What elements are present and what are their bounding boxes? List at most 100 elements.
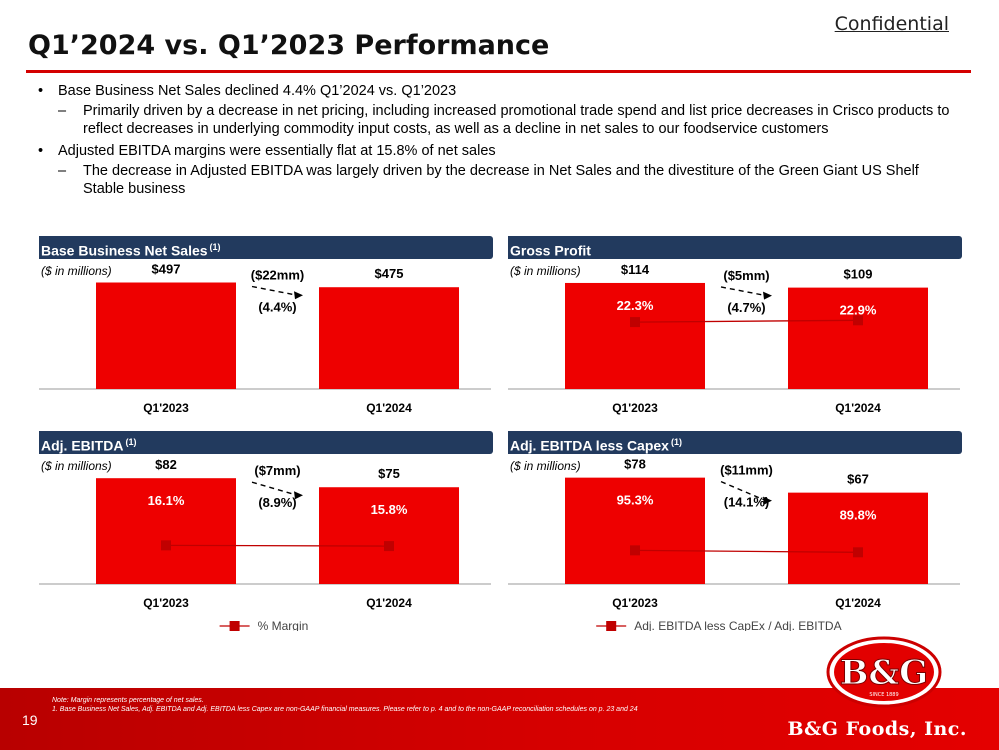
change-pct-label: (4.4%) xyxy=(258,300,296,315)
bullet-list: Base Business Net Sales declined 4.4% Q1… xyxy=(38,82,963,202)
title-rule xyxy=(26,70,971,73)
bullet-ebitda: Adjusted EBITDA margins were essentially… xyxy=(38,142,963,160)
bar-value-label: $67 xyxy=(847,472,869,487)
panel-adj-ebitda: Adj. EBITDA (1) ($ in millions) $82 Q1'202… xyxy=(39,431,499,631)
change-arrow-line xyxy=(251,285,298,296)
margin-point xyxy=(853,547,863,558)
x-tick-label: Q1'2024 xyxy=(835,401,881,415)
margin-series-line xyxy=(165,544,390,547)
margin-value-label: 15.8% xyxy=(371,502,408,517)
change-arrow-line xyxy=(720,480,767,502)
bar-value-label: $82 xyxy=(155,457,177,472)
page-title: Q1’2024 vs. Q1’2023 Performance xyxy=(28,30,550,61)
panel-header-adj-ebitda-less-capex: Adj. EBITDA less Capex (1) xyxy=(508,431,962,454)
bar-q12023 xyxy=(96,282,236,389)
change-pct-label: (8.9%) xyxy=(258,495,296,510)
bar-value-label: $78 xyxy=(624,457,646,472)
change-arrow-head xyxy=(294,491,303,500)
sub-bullet-ebitda: The decrease in Adjusted EBITDA was larg… xyxy=(38,162,963,198)
bar-q12023 xyxy=(565,477,705,584)
margin-point xyxy=(384,541,394,552)
legend-marker xyxy=(229,621,240,631)
panel-footnote-ref: (1) xyxy=(209,242,221,252)
change-arrow-line xyxy=(720,286,767,297)
legend-marker xyxy=(606,621,617,631)
panel-header-adj-ebitda: Adj. EBITDA (1) xyxy=(39,431,493,454)
logo-since: SINCE 1889 xyxy=(869,692,898,698)
change-pct-label: (4.7%) xyxy=(727,300,765,315)
bullet-net-sales: Base Business Net Sales declined 4.4% Q1… xyxy=(38,82,963,100)
footnotes: Note: Margin represents percentage of ne… xyxy=(52,696,638,714)
panel-footnote-ref: (1) xyxy=(125,437,137,447)
units-label: ($ in millions) xyxy=(510,459,581,473)
units-label: ($ in millions) xyxy=(41,459,112,473)
panel-title-adj-ebitda-less-capex: Adj. EBITDA less Capex xyxy=(510,437,669,454)
bar-q12024 xyxy=(788,492,928,584)
bar-q12023 xyxy=(565,282,705,389)
change-amount-label: ($7mm) xyxy=(254,463,300,478)
change-amount-label: ($22mm) xyxy=(251,268,304,283)
panel-footnote-ref: (1) xyxy=(670,437,682,447)
margin-series-line xyxy=(634,549,859,553)
margin-value-label: 16.1% xyxy=(148,493,185,508)
margin-series-line xyxy=(634,319,859,323)
x-tick-label: Q1'2023 xyxy=(612,401,658,415)
bar-q12023 xyxy=(96,478,236,584)
panel-title-gross-profit: Gross Profit xyxy=(510,242,591,259)
bar-value-label: $497 xyxy=(152,262,181,277)
change-arrow-head xyxy=(294,291,303,300)
confidential-label: Confidential xyxy=(834,13,949,35)
chart-net-sales: $497 Q1'2023 $475 Q1'2024 ($22mm) (4.4%) xyxy=(39,262,491,415)
chart-gross-profit: $114 Q1'2023 $109 Q1'2024 ($5mm) (4.7%) 22.3% 2… xyxy=(508,262,960,426)
brand-name: B&G Foods, Inc. xyxy=(787,718,967,740)
change-arrow-head xyxy=(763,291,772,300)
chart-adj-ebitda-less-capex: $78 Q1'2023 $67 Q1'2024 ($11mm) (14.1%) 95.3% 8… xyxy=(508,457,960,631)
panel-header-gross-profit: Gross Profit xyxy=(508,236,962,259)
margin-value-label: 89.8% xyxy=(840,508,877,523)
footnote-note: Note: Margin represents percentage of ne… xyxy=(52,697,204,704)
panel-adj-ebitda-less-capex: Adj. EBITDA less Capex (1) ($ in millions… xyxy=(508,431,968,631)
panel-header-net-sales: Base Business Net Sales (1) xyxy=(39,236,493,259)
sub-bullet-net-sales: Primarily driven by a decrease in net pr… xyxy=(38,102,963,138)
page-number: 19 xyxy=(22,712,38,728)
units-label: ($ in millions) xyxy=(510,264,581,278)
bar-q12024 xyxy=(319,287,459,389)
bar-value-label: $475 xyxy=(375,266,404,281)
footer-bar: Note: Margin represents percentage of ne… xyxy=(0,688,999,750)
change-amount-label: ($5mm) xyxy=(723,268,769,283)
bg-foods-logo: B&G SINCE 1889 xyxy=(826,636,942,708)
margin-point xyxy=(161,540,171,551)
change-pct-label: (14.1%) xyxy=(724,495,770,510)
margin-value-label: 22.9% xyxy=(840,303,877,318)
x-tick-label: Q1'2023 xyxy=(612,596,658,610)
bar-q12024 xyxy=(788,287,928,389)
margin-point xyxy=(853,315,863,326)
panel-gross-profit: Gross Profit ($ in millions) $114 Q1'2023… xyxy=(508,236,968,426)
bar-value-label: $75 xyxy=(378,466,400,481)
x-tick-label: Q1'2023 xyxy=(143,401,189,415)
bar-q12024 xyxy=(319,487,459,584)
legend-label: % Margin xyxy=(258,619,309,631)
legend-label: % Margin xyxy=(727,424,778,426)
legend-label: Adj. EBITDA less CapEx / Adj. EBITDA xyxy=(634,619,841,631)
panel-title-adj-ebitda: Adj. EBITDA xyxy=(41,437,124,454)
change-arrow-head xyxy=(763,496,772,505)
panel-net-sales: Base Business Net Sales (1) ($ in million… xyxy=(39,236,499,426)
bar-value-label: $114 xyxy=(621,262,650,277)
change-amount-label: ($11mm) xyxy=(720,463,773,478)
margin-value-label: 22.3% xyxy=(617,298,654,313)
units-label: ($ in millions) xyxy=(41,264,112,278)
logo-text: B&G xyxy=(840,653,928,693)
x-tick-label: Q1'2024 xyxy=(835,596,881,610)
panel-title-net-sales: Base Business Net Sales xyxy=(41,242,208,259)
chart-adj-ebitda: $82 Q1'2023 $75 Q1'2024 ($7mm) (8.9%) 16.1% 15.… xyxy=(39,457,491,631)
x-tick-label: Q1'2023 xyxy=(143,596,189,610)
change-arrow-line xyxy=(251,481,298,496)
x-tick-label: Q1'2024 xyxy=(366,596,412,610)
margin-point xyxy=(630,545,640,556)
footnote-1: 1. Base Business Net Sales, Adj. EBITDA … xyxy=(52,706,638,713)
margin-value-label: 95.3% xyxy=(617,493,654,508)
bar-value-label: $109 xyxy=(844,267,873,282)
margin-point xyxy=(630,317,640,328)
x-tick-label: Q1'2024 xyxy=(366,401,412,415)
